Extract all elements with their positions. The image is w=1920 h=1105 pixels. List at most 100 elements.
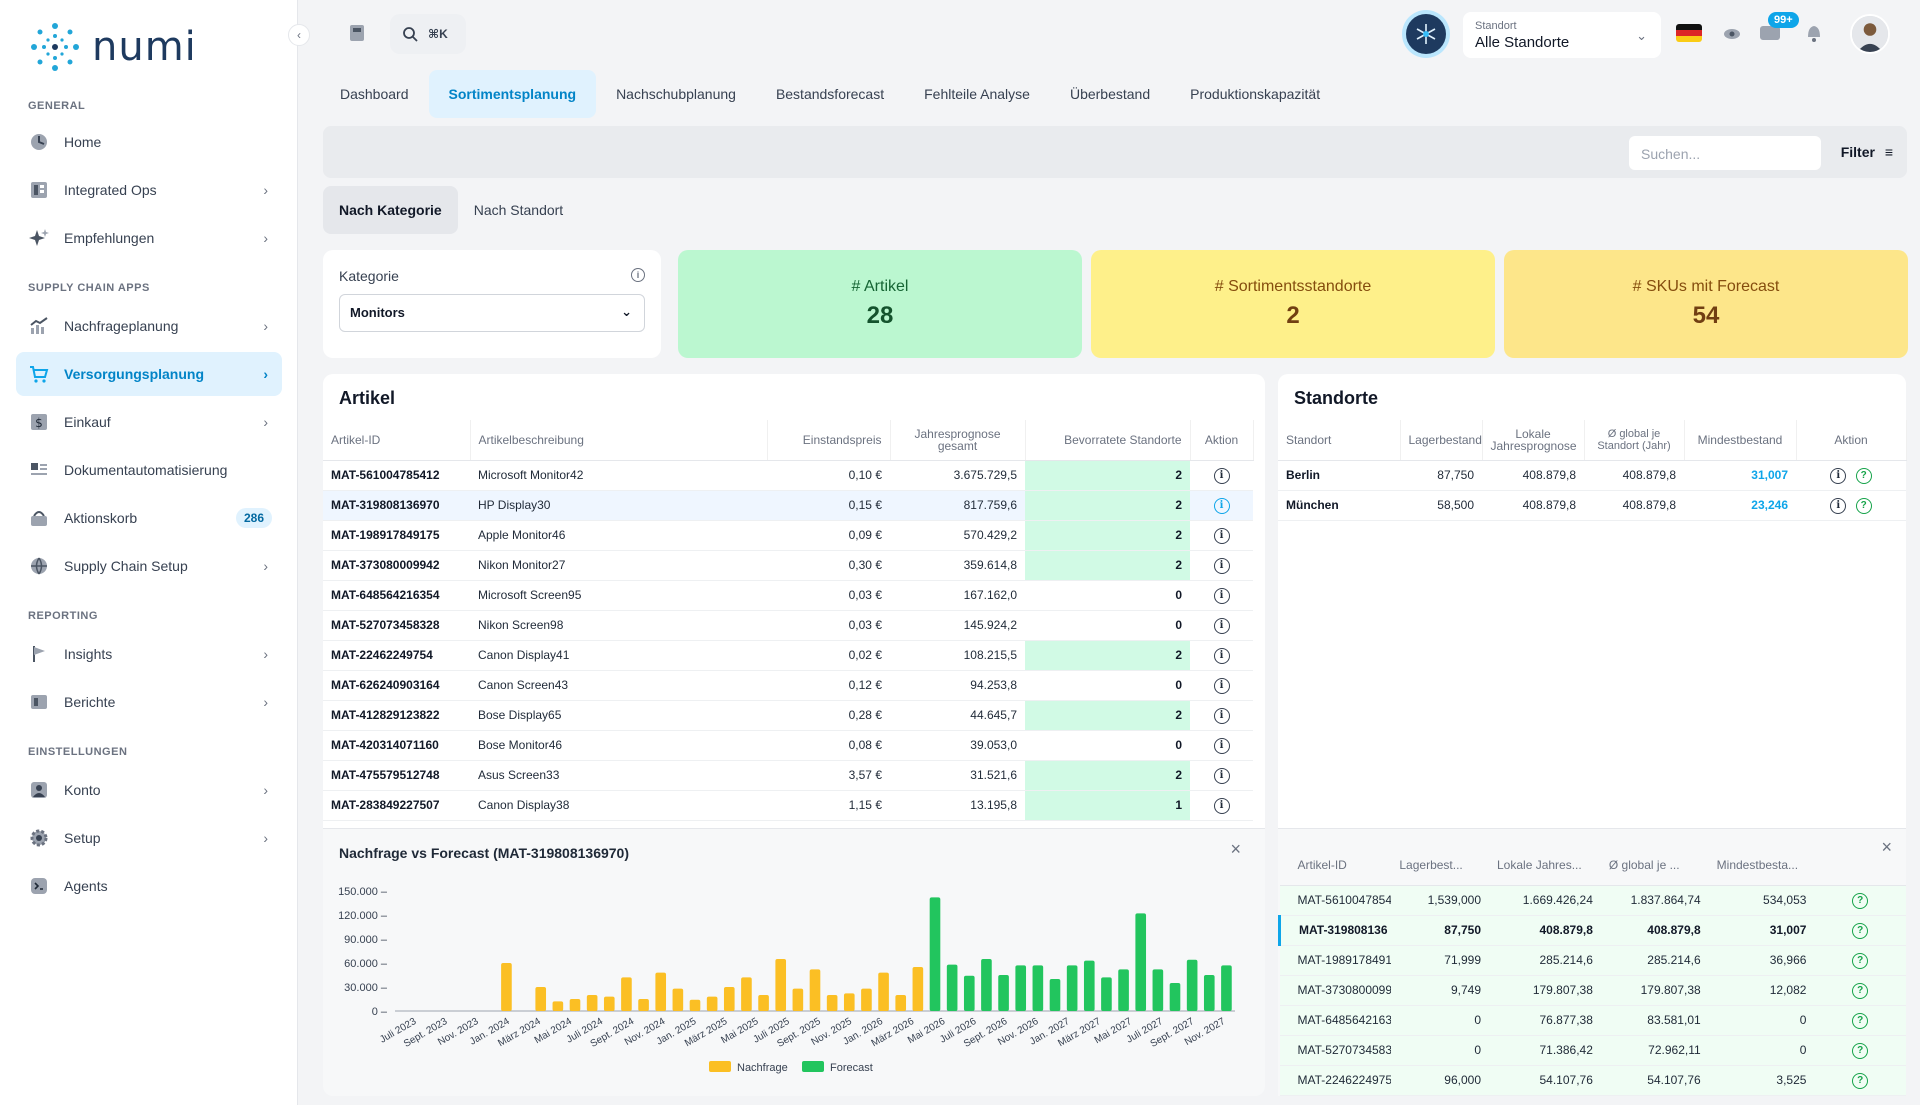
sku-id[interactable]: MAT-3730800099	[1279, 975, 1392, 1006]
artikel-id[interactable]: MAT-373080009942	[323, 550, 470, 581]
table-row[interactable]: MAT-319808136 87,750 408.879,8 408.879,8 31,…	[1278, 915, 1906, 946]
sidebar-item-supply-chain-setup[interactable]: Supply Chain Setup ›	[16, 544, 282, 588]
bar-nachfrage[interactable]	[775, 959, 787, 1011]
bar-forecast[interactable]	[1101, 977, 1112, 1011]
standort-name[interactable]: Berlin	[1278, 460, 1400, 491]
help-icon[interactable]: ?	[1852, 1042, 1869, 1059]
bar-forecast[interactable]	[1203, 975, 1215, 1011]
artikel-id[interactable]: MAT-626240903164	[323, 670, 470, 701]
table-row[interactable]: MAT-19891784917 71,999 285.214,6 285.214,6 3…	[1279, 945, 1906, 976]
sidebar-item-dokumentautomatisierung[interactable]: Dokumentautomatisierung	[16, 448, 282, 492]
kategorie-select[interactable]: Monitors ⌄	[339, 294, 645, 332]
col-header[interactable]: Mindestbestand	[1684, 420, 1797, 461]
visibility-button[interactable]	[1722, 24, 1742, 44]
help-icon[interactable]: ?	[1852, 982, 1869, 999]
bar-nachfrage[interactable]	[723, 987, 735, 1011]
col-header[interactable]: Jahresprognose gesamt	[890, 420, 1026, 461]
bar-nachfrage[interactable]	[689, 999, 701, 1011]
bar-nachfrage[interactable]	[843, 993, 855, 1011]
table-row[interactable]: MAT-22462249754 Canon Display41 0,02 €108.…	[323, 640, 1253, 671]
collapse-sidebar-button[interactable]: ‹	[288, 24, 310, 46]
artikel-id[interactable]: MAT-22462249754	[323, 640, 470, 671]
bar-forecast[interactable]	[998, 975, 1009, 1011]
subtab-nach-standort[interactable]: Nach Standort	[473, 202, 564, 218]
bar-forecast[interactable]	[1015, 965, 1027, 1011]
search-input[interactable]: Suchen...	[1629, 136, 1821, 170]
table-row[interactable]: MAT-319808136970 HP Display30 0,15 €817.75…	[323, 490, 1253, 521]
bar-forecast[interactable]	[1186, 959, 1198, 1011]
tab-sortimentsplanung[interactable]: Sortimentsplanung	[428, 70, 597, 118]
info-icon[interactable]: i	[1213, 677, 1230, 694]
help-icon[interactable]: ?	[1855, 467, 1872, 484]
sku-id[interactable]: MAT-5610047854	[1279, 885, 1392, 916]
tab-ueberbestand[interactable]: Überbestand	[1069, 86, 1151, 102]
standort-name[interactable]: München	[1278, 490, 1400, 521]
tab-produktionskapazitaet[interactable]: Produktionskapazität	[1190, 86, 1321, 102]
artikel-id[interactable]: MAT-648564216354	[323, 580, 470, 611]
table-row[interactable]: MAT-5610047854 1,539,000 1.669.426,24 1.837…	[1279, 885, 1906, 916]
table-row[interactable]: MAT-527073458328 Nikon Screen98 0,03 €145.…	[323, 610, 1253, 641]
sku-id[interactable]: MAT-319808136	[1278, 915, 1392, 946]
mindestbestand[interactable]: 23,246	[1684, 490, 1796, 521]
sku-id[interactable]: MAT-6485642163	[1279, 1005, 1392, 1036]
table-row[interactable]: MAT-648564216354 Microsoft Screen95 0,03 €…	[323, 580, 1253, 611]
info-icon[interactable]: i	[1213, 647, 1230, 664]
col-header[interactable]: Ø global je ...	[1600, 845, 1709, 886]
sku-id[interactable]: MAT-2246224975	[1279, 1065, 1392, 1096]
sidebar-item-aktionskorb[interactable]: Aktionskorb 286	[16, 496, 282, 540]
bar-nachfrage[interactable]	[552, 1001, 564, 1011]
sidebar-item-home[interactable]: Home	[16, 120, 282, 164]
bar-nachfrage[interactable]	[586, 995, 598, 1011]
bar-nachfrage[interactable]	[861, 988, 872, 1011]
help-icon[interactable]: ?	[1852, 922, 1869, 939]
bar-forecast[interactable]	[1066, 965, 1078, 1011]
bar-nachfrage[interactable]	[672, 988, 684, 1011]
table-row[interactable]: MAT-283849227507 Canon Display38 1,15 €13.…	[323, 790, 1253, 821]
close-chart-button[interactable]: ×	[1230, 839, 1241, 860]
bar-forecast[interactable]	[1135, 913, 1147, 1011]
info-icon[interactable]: i	[1213, 797, 1230, 814]
sidebar-item-empfehlungen[interactable]: Empfehlungen ›	[16, 216, 282, 260]
bar-nachfrage[interactable]	[878, 972, 889, 1011]
table-row[interactable]: München 58,500 408.879,8 408.879,8 23,246 i ?	[1278, 490, 1906, 521]
mindestbestand[interactable]: 31,007	[1684, 460, 1796, 491]
bar-forecast[interactable]	[981, 959, 992, 1011]
table-row[interactable]: MAT-561004785412 Microsoft Monitor42 0,10 …	[323, 460, 1253, 491]
table-row[interactable]: MAT-412829123822 Bose Display65 0,28 €44.6…	[323, 700, 1253, 731]
table-row[interactable]: MAT-5270734583 0 71.386,42 72.962,11 0?	[1279, 1035, 1906, 1066]
help-icon[interactable]: ?	[1852, 892, 1869, 909]
sidebar-item-einkauf[interactable]: $ Einkauf ›	[16, 400, 282, 444]
artikel-id[interactable]: MAT-420314071160	[323, 730, 470, 761]
sidebar-item-nachfrageplanung[interactable]: Nachfrageplanung ›	[16, 304, 282, 348]
bar-forecast[interactable]	[1221, 965, 1232, 1011]
bookmark-button[interactable]	[346, 22, 368, 44]
user-avatar[interactable]	[1850, 14, 1890, 54]
logo[interactable]: numi	[28, 20, 197, 74]
bar-nachfrage[interactable]	[638, 999, 649, 1011]
bar-nachfrage[interactable]	[569, 999, 581, 1011]
tab-bestandsforecast[interactable]: Bestandsforecast	[775, 86, 885, 102]
sku-id[interactable]: MAT-19891784917	[1279, 945, 1392, 976]
inbox-button[interactable]: 99+	[1758, 12, 1799, 44]
col-header[interactable]: Bevorratete Standorte	[1025, 420, 1191, 461]
help-icon[interactable]: ?	[1852, 1012, 1869, 1029]
standort-select[interactable]: Standort Alle Standorte ⌄	[1463, 12, 1661, 58]
global-search-button[interactable]: ⌘K	[390, 14, 466, 54]
sku-id[interactable]: MAT-5270734583	[1279, 1035, 1392, 1066]
artikel-id[interactable]: MAT-475579512748	[323, 760, 470, 791]
col-header[interactable]: Lokale Jahresprognose	[1482, 420, 1585, 461]
bar-nachfrage[interactable]	[603, 996, 615, 1011]
sidebar-item-versorgungsplanung[interactable]: Versorgungsplanung ›	[16, 352, 282, 396]
help-icon[interactable]: ?	[1852, 1072, 1869, 1089]
table-row[interactable]: MAT-3730800099 9,749 179.807,38 179.807,38 1…	[1279, 975, 1906, 1006]
bar-forecast[interactable]	[963, 975, 975, 1011]
bar-nachfrage[interactable]	[826, 995, 838, 1011]
bar-forecast[interactable]	[1032, 965, 1044, 1011]
bar-nachfrage[interactable]	[501, 963, 512, 1011]
col-header[interactable]: Artikelbeschreibung	[470, 420, 768, 461]
artikel-id[interactable]: MAT-527073458328	[323, 610, 470, 641]
col-header[interactable]: Lokale Jahres...	[1489, 845, 1601, 886]
sidebar-item-insights[interactable]: Insights ›	[16, 632, 282, 676]
bar-forecast[interactable]	[946, 964, 958, 1011]
col-header[interactable]: Artikel-ID	[1279, 845, 1392, 886]
